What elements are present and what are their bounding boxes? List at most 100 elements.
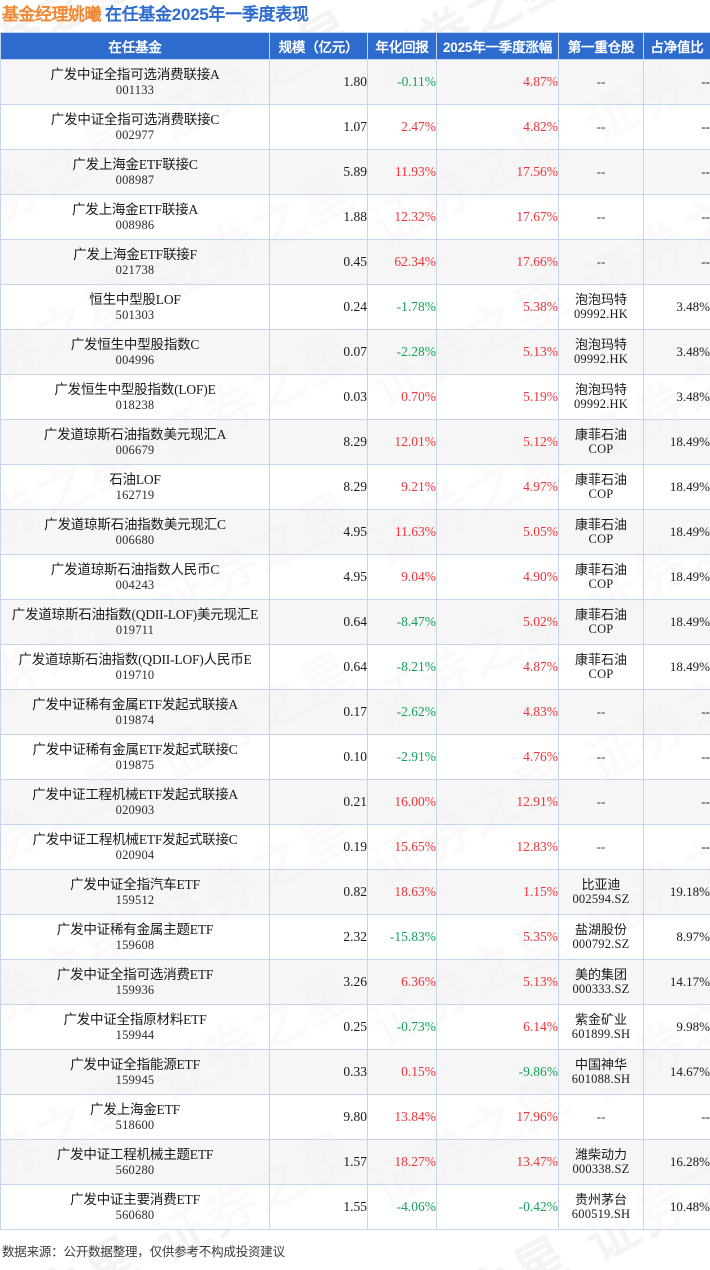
table-row[interactable]: 广发道琼斯石油指数美元现汇A 006679 8.29 12.01% 5.12% 康菲石油 C… xyxy=(0,419,710,465)
fund-code-text: 560280 xyxy=(115,1162,155,1177)
cell-fund-name[interactable]: 广发恒生中型股指数(LOF)E 018238 xyxy=(0,374,270,420)
cell-nav-ratio: -- xyxy=(643,59,710,105)
table-row[interactable]: 广发上海金ETF联接A 008986 1.88 12.32% 17.67% -- -- xyxy=(0,194,710,240)
cell-fund-name[interactable]: 广发上海金ETF联接C 008987 xyxy=(0,149,270,195)
table-row[interactable]: 广发中证全指可选消费联接C 002977 1.07 2.47% 4.82% -- -- xyxy=(0,104,710,150)
fund-code-text: 560680 xyxy=(115,1207,155,1222)
table-row[interactable]: 广发中证全指能源ETF 159945 0.33 0.15% -9.86% 中国神华 6010… xyxy=(0,1049,710,1095)
column-header-annual-return: 年化回报 xyxy=(367,32,437,60)
cell-nav-ratio: 18.49% xyxy=(643,599,710,645)
cell-scale: 0.45 xyxy=(269,239,368,285)
table-row[interactable]: 广发中证工程机械ETF发起式联接C 020904 0.19 15.65% 12.83% -… xyxy=(0,824,710,870)
table-row[interactable]: 广发中证全指原材料ETF 159944 0.25 -0.73% 6.14% 紫金矿业 601… xyxy=(0,1004,710,1050)
table-row[interactable]: 广发中证工程机械ETF发起式联接A 020903 0.21 16.00% 12.91% -… xyxy=(0,779,710,825)
cell-nav-ratio: -- xyxy=(643,239,710,285)
table-row[interactable]: 广发道琼斯石油指数美元现汇C 006680 4.95 11.63% 5.05% 康菲石油 C… xyxy=(0,509,710,555)
table-row[interactable]: 广发恒生中型股指数C 004996 0.07 -2.28% 5.13% 泡泡玛特 09992… xyxy=(0,329,710,375)
cell-fund-name[interactable]: 广发中证全指可选消费联接C 002977 xyxy=(0,104,270,150)
fund-code-text: 019710 xyxy=(115,667,155,682)
top-holding-name: 康菲石油 xyxy=(574,426,627,442)
fund-code-text: 019711 xyxy=(115,622,155,637)
cell-fund-name[interactable]: 广发道琼斯石油指数美元现汇A 006679 xyxy=(0,419,270,465)
q1-change-value: 5.19% xyxy=(523,389,558,404)
table-row[interactable]: 广发上海金ETF联接F 021738 0.45 62.34% 17.66% -- -- xyxy=(0,239,710,285)
annual-return-value: -15.83% xyxy=(389,929,436,944)
table-row[interactable]: 广发中证全指汽车ETF 159512 0.82 18.63% 1.15% 比亚迪 00259… xyxy=(0,869,710,915)
fund-name-text: 广发中证工程机械ETF发起式联接A xyxy=(32,786,238,802)
cell-fund-name[interactable]: 广发中证全指能源ETF 159945 xyxy=(0,1049,270,1095)
cell-fund-name[interactable]: 广发道琼斯石油指数(QDII-LOF)美元现汇E 019711 xyxy=(0,599,270,645)
cell-fund-name[interactable]: 广发上海金ETF联接F 021738 xyxy=(0,239,270,285)
cell-fund-name[interactable]: 恒生中型股LOF 501303 xyxy=(0,284,270,330)
table-row[interactable]: 石油LOF 162719 8.29 9.21% 4.97% 康菲石油 COP 18.49% xyxy=(0,464,710,510)
q1-change-value: 17.66% xyxy=(516,254,558,269)
fund-name-text: 广发道琼斯石油指数美元现汇C xyxy=(44,516,226,532)
cell-fund-name[interactable]: 广发中证主要消费ETF 560680 xyxy=(0,1184,270,1230)
cell-nav-ratio: 16.28% xyxy=(643,1139,710,1185)
q1-change-value: 5.38% xyxy=(523,299,558,314)
table-row[interactable]: 广发中证全指可选消费联接A 001133 1.80 -0.11% 4.87% -- -- xyxy=(0,59,710,105)
table-row[interactable]: 广发道琼斯石油指数(QDII-LOF)美元现汇E 019711 0.64 -8.47%… xyxy=(0,599,710,645)
cell-nav-ratio: -- xyxy=(643,779,710,825)
cell-fund-name[interactable]: 广发中证稀有金属ETF发起式联接C 019875 xyxy=(0,734,270,780)
q1-change-value: 4.76% xyxy=(523,749,558,764)
cell-top-holding: 康菲石油 COP xyxy=(558,599,644,645)
cell-fund-name[interactable]: 广发道琼斯石油指数美元现汇C 006680 xyxy=(0,509,270,555)
fund-name-text: 广发道琼斯石油指数(QDII-LOF)人民币E xyxy=(18,651,252,667)
cell-q1-change: 12.91% xyxy=(436,779,559,825)
cell-annual-return: -2.62% xyxy=(367,689,437,735)
data-source-note: 数据来源：公开数据整理，仅供参考不构成投资建议 xyxy=(2,1245,285,1259)
table-row[interactable]: 广发中证主要消费ETF 560680 1.55 -4.06% -0.42% 贵州茅台 600… xyxy=(0,1184,710,1230)
cell-fund-name[interactable]: 广发道琼斯石油指数(QDII-LOF)人民币E 019710 xyxy=(0,644,270,690)
top-holding-code: COP xyxy=(588,622,614,637)
table-row[interactable]: 广发上海金ETF联接C 008987 5.89 11.93% 17.56% -- -- xyxy=(0,149,710,195)
table-row[interactable]: 广发中证稀有金属主题ETF 159608 2.32 -15.83% 5.35% 盐湖股份 0… xyxy=(0,914,710,960)
cell-fund-name[interactable]: 广发上海金ETF联接A 008986 xyxy=(0,194,270,240)
page-title-main: 在任基金2025年一季度表现 xyxy=(105,5,309,24)
cell-fund-name[interactable]: 广发中证工程机械主题ETF 560280 xyxy=(0,1139,270,1185)
cell-scale: 0.19 xyxy=(269,824,368,870)
table-row[interactable]: 广发中证全指可选消费ETF 159936 3.26 6.36% 5.13% 美的集团 000… xyxy=(0,959,710,1005)
cell-fund-name[interactable]: 广发中证稀有金属ETF发起式联接A 019874 xyxy=(0,689,270,735)
cell-fund-name[interactable]: 石油LOF 162719 xyxy=(0,464,270,510)
table-row[interactable]: 广发中证工程机械主题ETF 560280 1.57 18.27% 13.47% 潍柴动力 0… xyxy=(0,1139,710,1185)
fund-code-text: 006680 xyxy=(115,532,155,547)
table-row[interactable]: 广发道琼斯石油指数(QDII-LOF)人民币E 019710 0.64 -8.21% 4… xyxy=(0,644,710,690)
cell-fund-name[interactable]: 广发中证全指可选消费联接A 001133 xyxy=(0,59,270,105)
table-row[interactable]: 广发中证稀有金属ETF发起式联接A 019874 0.17 -2.62% 4.83% --… xyxy=(0,689,710,735)
top-holding-name: 潍柴动力 xyxy=(574,1146,627,1162)
annual-return-value: 62.34% xyxy=(394,254,436,269)
column-header-top-holding: 第一重仓股 xyxy=(558,32,644,60)
q1-change-value: 5.05% xyxy=(523,524,558,539)
table-row[interactable]: 恒生中型股LOF 501303 0.24 -1.78% 5.38% 泡泡玛特 09992.H… xyxy=(0,284,710,330)
cell-fund-name[interactable]: 广发道琼斯石油指数人民币C 004243 xyxy=(0,554,270,600)
cell-top-holding: 潍柴动力 000338.SZ xyxy=(558,1139,644,1185)
cell-top-holding: -- xyxy=(558,779,644,825)
column-header-scale: 规模（亿元） xyxy=(269,32,368,60)
cell-fund-name[interactable]: 广发中证稀有金属主题ETF 159608 xyxy=(0,914,270,960)
table-row[interactable]: 广发道琼斯石油指数人民币C 004243 4.95 9.04% 4.90% 康菲石油 COP… xyxy=(0,554,710,600)
cell-fund-name[interactable]: 广发中证全指汽车ETF 159512 xyxy=(0,869,270,915)
cell-nav-ratio: 19.18% xyxy=(643,869,710,915)
column-header-nav-ratio: 占净值比 xyxy=(643,32,710,60)
cell-fund-name[interactable]: 广发恒生中型股指数C 004996 xyxy=(0,329,270,375)
cell-q1-change: 5.12% xyxy=(436,419,559,465)
cell-annual-return: -15.83% xyxy=(367,914,437,960)
cell-fund-name[interactable]: 广发中证全指原材料ETF 159944 xyxy=(0,1004,270,1050)
cell-annual-return: 18.63% xyxy=(367,869,437,915)
cell-fund-name[interactable]: 广发上海金ETF 518600 xyxy=(0,1094,270,1140)
cell-scale: 1.55 xyxy=(269,1184,368,1230)
cell-q1-change: 13.47% xyxy=(436,1139,559,1185)
fund-code-text: 004996 xyxy=(115,352,155,367)
table-row[interactable]: 广发恒生中型股指数(LOF)E 018238 0.03 0.70% 5.19% 泡泡玛特 0… xyxy=(0,374,710,420)
fund-code-text: 159945 xyxy=(115,1072,155,1087)
fund-name-text: 广发中证全指可选消费联接A xyxy=(50,66,220,82)
cell-fund-name[interactable]: 广发中证全指可选消费ETF 159936 xyxy=(0,959,270,1005)
cell-annual-return: -8.47% xyxy=(367,599,437,645)
table-row[interactable]: 广发上海金ETF 518600 9.80 13.84% 17.96% -- -- xyxy=(0,1094,710,1140)
table-row[interactable]: 广发中证稀有金属ETF发起式联接C 019875 0.10 -2.91% 4.76% --… xyxy=(0,734,710,780)
cell-fund-name[interactable]: 广发中证工程机械ETF发起式联接A 020903 xyxy=(0,779,270,825)
top-holding-code: 09992.HK xyxy=(573,397,629,412)
cell-q1-change: 17.67% xyxy=(436,194,559,240)
cell-fund-name[interactable]: 广发中证工程机械ETF发起式联接C 020904 xyxy=(0,824,270,870)
